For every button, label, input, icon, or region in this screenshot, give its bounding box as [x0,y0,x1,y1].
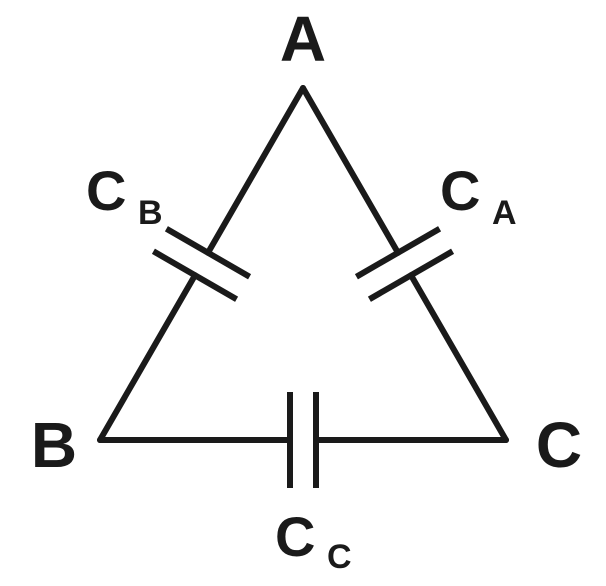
capacitor-plate [369,251,452,299]
capacitor-label-CB: C [86,159,126,222]
capacitor-plate [153,251,236,299]
wire-segment [100,275,195,440]
node-label-C: C [536,409,582,481]
capacitor-plate [166,229,249,277]
capacitor-label-CA: C [440,159,480,222]
wire-segment [411,275,506,440]
edge-B-C: CC [100,392,506,576]
wire-segment [208,88,303,253]
capacitor-plate [356,229,439,277]
wire-segment [303,88,398,253]
capacitor-sublabel-CB: B [138,194,163,232]
capacitor-sublabel-CA: A [492,194,517,232]
node-label-B: B [31,409,77,481]
delta-capacitor-network: CBCACCABC [0,0,606,586]
edge-A-C: CA [303,88,517,440]
edge-A-B: CB [86,88,303,440]
capacitor-sublabel-CC: C [327,538,352,576]
capacitor-label-CC: C [275,505,315,568]
node-label-A: A [280,3,326,75]
